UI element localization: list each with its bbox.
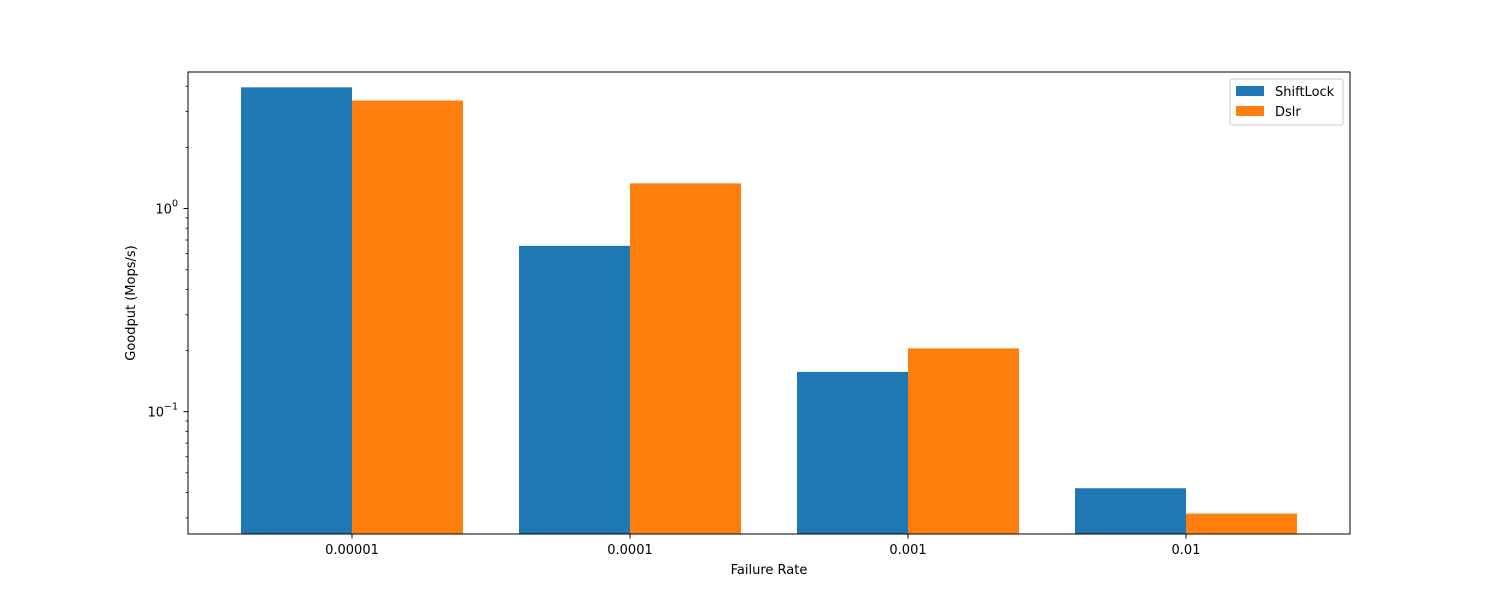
bars-layer [241,87,1297,534]
legend-label-shiftlock: ShiftLock [1275,85,1335,100]
x-axis-title: Failure Rate [731,563,808,578]
legend-label-dslr: Dslr [1275,105,1301,120]
x-tick-label-1: 0.0001 [607,543,653,558]
legend-swatch-shiftlock [1236,86,1264,96]
bar-shiftlock-0 [241,87,352,534]
x-tick-label-2: 0.001 [889,543,926,558]
legend-swatch-dslr [1236,106,1264,116]
x-tick-label-0: 0.00001 [325,543,379,558]
bar-dslr-3 [1186,513,1297,534]
bar-shiftlock-1 [519,245,630,534]
bar-shiftlock-2 [797,371,908,534]
legend: ShiftLock Dslr [1229,78,1344,126]
y-tick-label-1: 10−1 [147,402,178,421]
bar-shiftlock-3 [1075,488,1186,534]
x-tick-label-3: 0.01 [1172,543,1201,558]
plot-frame [187,71,1351,535]
y-axis-title: Goodput (Mops/s) [124,245,139,360]
bar-dslr-1 [630,183,741,534]
bar-dslr-0 [352,100,463,534]
x-axis-ticks: 0.00001 0.0001 0.001 0.01 [325,534,1200,558]
bar-dslr-2 [908,348,1019,534]
y-tick-label-0: 100 [155,199,178,218]
y-axis-ticks: 100 10−1 [147,85,188,519]
